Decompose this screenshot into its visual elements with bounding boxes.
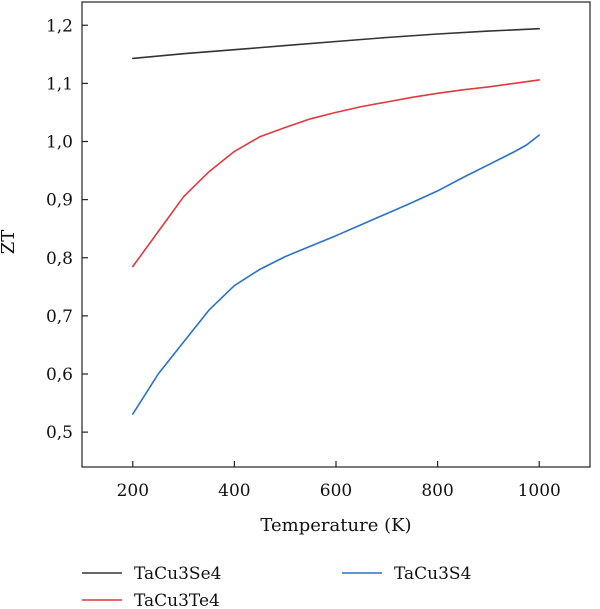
y-tick-label: 0,8 bbox=[46, 249, 73, 269]
series-line-tacu3s4 bbox=[132, 134, 541, 415]
series-group bbox=[132, 27, 541, 415]
ticks-group: 200 400 600 800 1000 0,5 0,6 0,7 0,8 0,9 1,0 1,1 1,2 bbox=[46, 16, 561, 501]
x-tick-label: 800 bbox=[421, 481, 453, 501]
y-tick-label: 0,6 bbox=[46, 365, 73, 385]
x-tick-label: 400 bbox=[218, 481, 250, 501]
axes-group bbox=[81, 1, 591, 468]
plot-frame bbox=[81, 1, 591, 468]
x-tick-label: 1000 bbox=[518, 481, 561, 501]
y-tick-label: 1,2 bbox=[46, 16, 73, 36]
legend-label-tacu3se4: TaCu3Se4 bbox=[134, 564, 221, 584]
x-tick-label: 200 bbox=[117, 481, 149, 501]
y-axis-title: ZT bbox=[0, 230, 19, 255]
y-tick-label: 1,0 bbox=[46, 133, 73, 153]
y-tick-label: 0,9 bbox=[46, 191, 73, 211]
series-line-tacu3te4 bbox=[132, 79, 541, 268]
series-line-tacu3se4 bbox=[132, 27, 541, 60]
x-tick-label: 600 bbox=[320, 481, 352, 501]
legend: TaCu3Se4 TaCu3Te4 TaCu3S4 bbox=[82, 564, 471, 609]
y-tick-label: 1,1 bbox=[46, 74, 73, 94]
legend-label-tacu3te4: TaCu3Te4 bbox=[134, 591, 220, 609]
legend-label-tacu3s4: TaCu3S4 bbox=[394, 564, 471, 584]
x-axis-title: Temperature (K) bbox=[260, 515, 411, 536]
y-tick-label: 0,7 bbox=[46, 307, 73, 327]
y-tick-label: 0,5 bbox=[46, 423, 73, 443]
